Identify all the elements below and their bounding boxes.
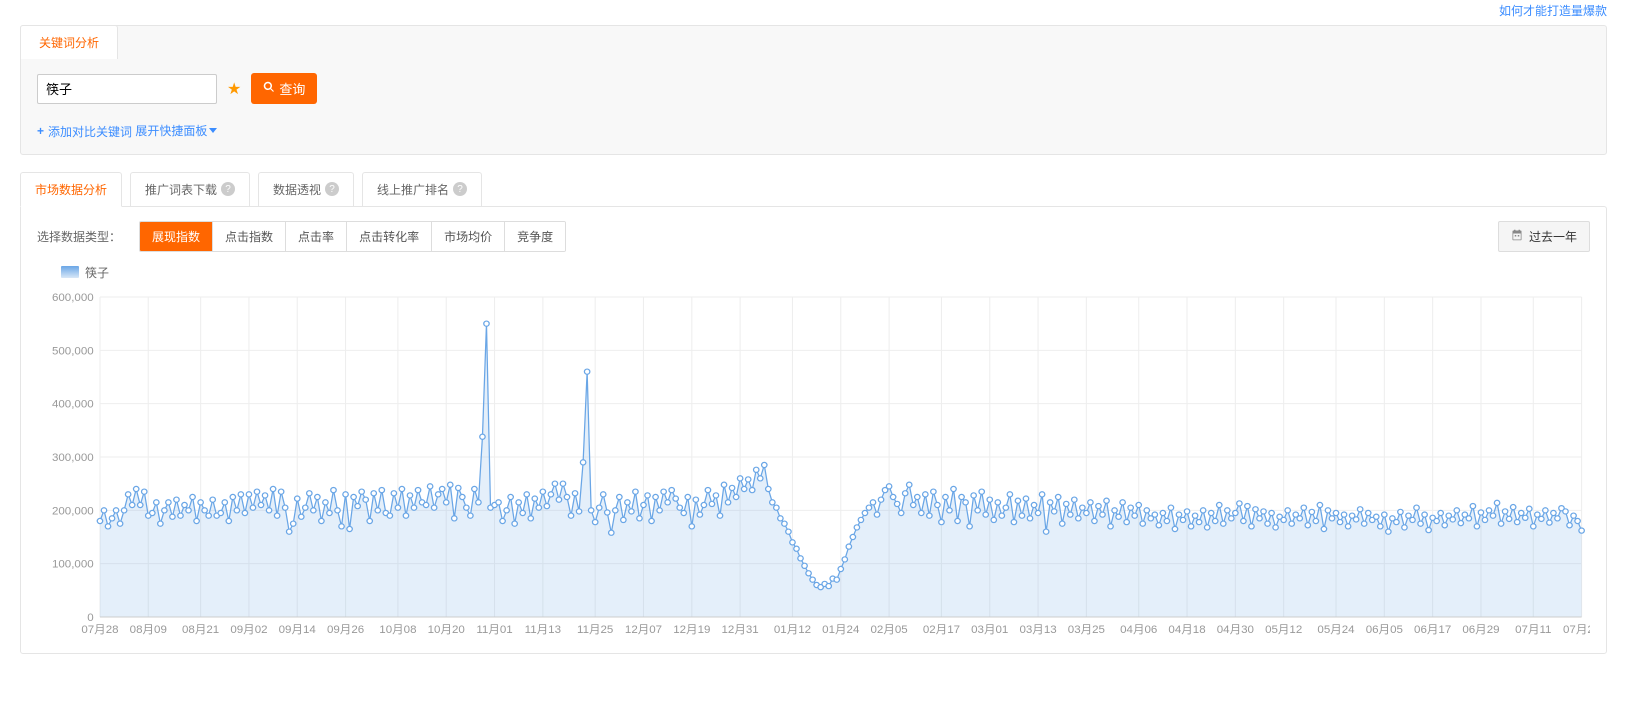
search-button-label: 查询 [279, 79, 305, 98]
subtab-1[interactable]: 推广词表下载? [130, 172, 250, 207]
metric-btn-3[interactable]: 点击转化率 [347, 222, 432, 251]
calendar-icon [1511, 229, 1523, 244]
chart-card: 选择数据类型： 展现指数点击指数点击率点击转化率市场均价竞争度 过去一年 筷子 … [20, 206, 1607, 654]
svg-text:03月25: 03月25 [1068, 624, 1105, 636]
svg-text:06月05: 06月05 [1366, 624, 1403, 636]
subtab-label: 线上推广排名 [377, 181, 449, 198]
subtab-3[interactable]: 线上推广排名? [362, 172, 482, 207]
keyword-analysis-panel: 关键词分析 ★ 查询 + 添加对比关键词 展开快捷面板 [20, 25, 1607, 155]
svg-text:03月01: 03月01 [971, 624, 1008, 636]
svg-text:10月08: 10月08 [379, 624, 416, 636]
svg-text:200,000: 200,000 [52, 505, 94, 517]
expand-shortcut-panel-label: 展开快捷面板 [135, 122, 207, 139]
svg-text:04月18: 04月18 [1168, 624, 1205, 636]
svg-text:12月19: 12月19 [673, 624, 710, 636]
svg-text:0: 0 [87, 612, 93, 624]
svg-text:05月24: 05月24 [1317, 624, 1354, 636]
svg-text:03月13: 03月13 [1019, 624, 1056, 636]
svg-text:11月13: 11月13 [525, 624, 561, 636]
subtab-0[interactable]: 市场数据分析 [20, 172, 122, 207]
svg-text:04月30: 04月30 [1217, 624, 1254, 636]
svg-text:300,000: 300,000 [52, 452, 94, 464]
time-range-label: 过去一年 [1529, 228, 1577, 245]
svg-text:500,000: 500,000 [52, 345, 94, 357]
time-range-button[interactable]: 过去一年 [1498, 221, 1590, 252]
svg-text:09月02: 09月02 [230, 624, 267, 636]
search-button[interactable]: 查询 [251, 73, 317, 104]
panel-body: ★ 查询 + 添加对比关键词 展开快捷面板 [21, 59, 1606, 154]
expand-shortcut-panel-link[interactable]: 展开快捷面板 [135, 122, 217, 139]
svg-text:06月29: 06月29 [1462, 624, 1499, 636]
svg-text:12月07: 12月07 [625, 624, 662, 636]
metric-type-label: 选择数据类型： [37, 228, 121, 245]
svg-text:400,000: 400,000 [52, 398, 94, 410]
plus-icon: + [37, 124, 44, 138]
svg-text:11月01: 11月01 [476, 624, 512, 636]
panel-tab-keyword-analysis[interactable]: 关键词分析 [20, 25, 118, 59]
svg-text:07月11: 07月11 [1515, 624, 1551, 636]
subtab-label: 数据透视 [273, 181, 321, 198]
svg-text:07月28: 07月28 [81, 624, 118, 636]
svg-text:02月17: 02月17 [923, 624, 960, 636]
svg-text:100,000: 100,000 [52, 558, 94, 570]
svg-text:05月12: 05月12 [1265, 624, 1302, 636]
add-compare-keyword-label: 添加对比关键词 [48, 123, 132, 140]
subtab-2[interactable]: 数据透视? [258, 172, 354, 207]
svg-text:01月24: 01月24 [822, 624, 859, 636]
help-icon[interactable]: ? [221, 182, 235, 196]
chart-legend: 筷子 [61, 264, 1590, 281]
favorite-star-icon[interactable]: ★ [227, 79, 241, 99]
subtab-label: 推广词表下载 [145, 181, 217, 198]
keyword-input[interactable] [37, 74, 217, 104]
help-icon[interactable]: ? [453, 182, 467, 196]
search-icon [263, 81, 275, 96]
svg-text:10月20: 10月20 [428, 624, 465, 636]
subtabs: 市场数据分析推广词表下载?数据透视?线上推广排名? [20, 171, 1607, 206]
metric-btn-5[interactable]: 竞争度 [505, 222, 565, 251]
chart: 0 100,000 200,000 300,000 400,000 500,000 600,… [37, 287, 1590, 647]
legend-swatch [61, 266, 79, 278]
metric-btn-2[interactable]: 点击率 [286, 222, 347, 251]
svg-text:08月09: 08月09 [130, 624, 167, 636]
svg-text:06月17: 06月17 [1414, 624, 1451, 636]
svg-text:07月23: 07月23 [1563, 624, 1590, 636]
subtab-label: 市场数据分析 [35, 181, 107, 198]
svg-text:04月06: 04月06 [1120, 624, 1157, 636]
svg-text:11月25: 11月25 [577, 624, 613, 636]
top-help-link[interactable]: 如何才能打造量爆款 [20, 0, 1607, 21]
svg-text:08月21: 08月21 [182, 624, 219, 636]
svg-text:12月31: 12月31 [722, 624, 759, 636]
svg-text:09月14: 09月14 [279, 624, 316, 636]
metric-btn-1[interactable]: 点击指数 [213, 222, 286, 251]
svg-text:600,000: 600,000 [52, 292, 94, 304]
legend-label: 筷子 [85, 264, 109, 281]
metric-buttons: 展现指数点击指数点击率点击转化率市场均价竞争度 [139, 221, 566, 252]
metric-btn-0[interactable]: 展现指数 [140, 222, 213, 251]
svg-text:09月26: 09月26 [327, 624, 364, 636]
help-icon[interactable]: ? [325, 182, 339, 196]
metric-btn-4[interactable]: 市场均价 [432, 222, 505, 251]
svg-text:02月05: 02月05 [871, 624, 908, 636]
add-compare-keyword-link[interactable]: + 添加对比关键词 [37, 123, 132, 140]
svg-text:01月12: 01月12 [774, 624, 811, 636]
chevron-down-icon [209, 128, 217, 133]
